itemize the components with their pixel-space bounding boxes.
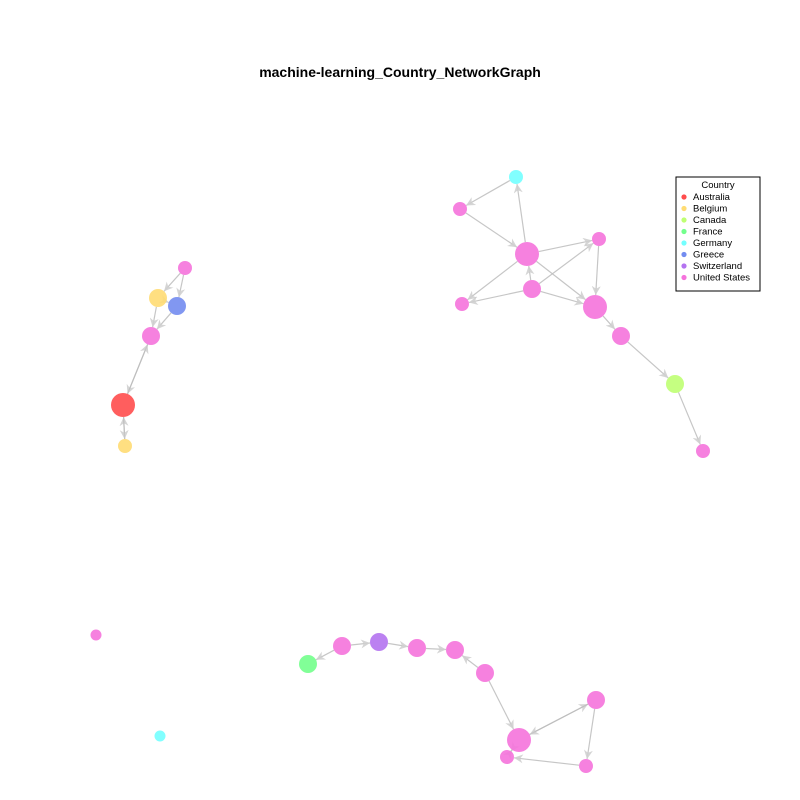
legend-box xyxy=(675,176,761,292)
graph-node xyxy=(118,439,132,453)
graph-edge xyxy=(158,294,169,304)
graph-node xyxy=(90,629,102,641)
graph-edge xyxy=(488,680,515,730)
graph-edge xyxy=(350,639,371,649)
graph-node xyxy=(111,393,135,417)
graph-node xyxy=(592,232,606,246)
legend-swatch xyxy=(681,240,687,246)
legend-swatch xyxy=(681,228,687,235)
graph-node xyxy=(168,297,186,315)
graph-node xyxy=(154,730,166,742)
graph-edge xyxy=(461,654,479,669)
graph-node xyxy=(455,297,469,311)
legend-item: Greece xyxy=(681,250,724,261)
graph-edge xyxy=(156,312,172,330)
graph-edge xyxy=(525,265,535,281)
legend-swatch xyxy=(681,263,687,269)
legend-item: Germany xyxy=(681,238,732,249)
graph-node xyxy=(178,261,192,275)
graph-edge xyxy=(503,749,513,760)
legend-item: Canada xyxy=(681,215,727,226)
graph-title: machine-learning_Country_NetworkGraph xyxy=(259,64,541,80)
legend-swatch xyxy=(681,274,687,281)
graph-node xyxy=(149,289,167,307)
graph-edge xyxy=(425,644,447,654)
graph-node xyxy=(523,280,541,298)
graph-node xyxy=(612,327,630,345)
graph-edge xyxy=(163,272,181,292)
graph-edge xyxy=(538,242,594,285)
graph-edge xyxy=(583,708,596,760)
legend-items: AustraliaBelgiumCanadaFranceGermanyGreec… xyxy=(681,192,750,284)
graph-node xyxy=(666,375,684,393)
legend-item: Belgium xyxy=(681,204,727,215)
graph-edge xyxy=(468,290,524,306)
graph-edge xyxy=(536,260,586,301)
legend-title: Country xyxy=(701,180,735,191)
legend-label: Greece xyxy=(693,250,724,261)
nodes-layer xyxy=(90,170,710,773)
legend: Country AustraliaBelgiumCanadaFranceGerm… xyxy=(675,176,761,292)
edges-layer xyxy=(119,179,701,766)
graph-edge xyxy=(677,392,701,445)
graph-node xyxy=(507,728,531,752)
legend-swatch xyxy=(681,205,687,212)
graph-node xyxy=(509,170,523,184)
graph-node xyxy=(142,327,160,345)
graph-node xyxy=(370,633,388,651)
graph-node xyxy=(500,750,514,764)
graph-edge xyxy=(465,212,518,248)
graph-edge xyxy=(465,179,511,207)
legend-label: Australia xyxy=(693,192,731,203)
graph-edge xyxy=(315,649,335,661)
graph-edge xyxy=(176,274,186,298)
graph-node xyxy=(299,655,317,673)
legend-label: France xyxy=(693,227,723,238)
legend-item: United States xyxy=(681,273,750,284)
legend-item: France xyxy=(681,227,723,238)
graph-edge xyxy=(126,344,149,395)
graph-node xyxy=(515,242,539,266)
legend-swatch xyxy=(681,194,687,200)
graph-node xyxy=(408,639,426,657)
graph-node xyxy=(333,637,351,655)
legend-label: Belgium xyxy=(693,204,727,215)
legend-label: Canada xyxy=(693,215,727,226)
legend-label: Germany xyxy=(693,238,732,249)
graph-node xyxy=(583,295,607,319)
graph-edge xyxy=(591,245,601,296)
graph-edge xyxy=(540,290,584,306)
graph-edge xyxy=(513,183,526,243)
legend-label: United States xyxy=(693,273,750,284)
legend-swatch xyxy=(681,251,687,258)
graph-edge xyxy=(387,640,409,650)
graph-node xyxy=(579,759,593,773)
legend-swatch xyxy=(681,217,687,223)
graph-node xyxy=(476,664,494,682)
legend-item: Switzerland xyxy=(681,261,742,272)
legend-label: Switzerland xyxy=(693,261,742,272)
graph-node xyxy=(696,444,710,458)
graph-edge xyxy=(149,306,159,328)
graph-edge xyxy=(627,341,669,379)
graph-node xyxy=(587,691,605,709)
graph-edge xyxy=(529,703,589,736)
graph-node xyxy=(453,202,467,216)
graph-edge xyxy=(119,416,129,440)
graph-node xyxy=(446,641,464,659)
graph-edge xyxy=(538,237,593,253)
graph-edge xyxy=(467,260,518,301)
graph-edge xyxy=(513,754,580,766)
legend-item: Australia xyxy=(681,192,731,203)
graph-edge xyxy=(602,315,616,330)
